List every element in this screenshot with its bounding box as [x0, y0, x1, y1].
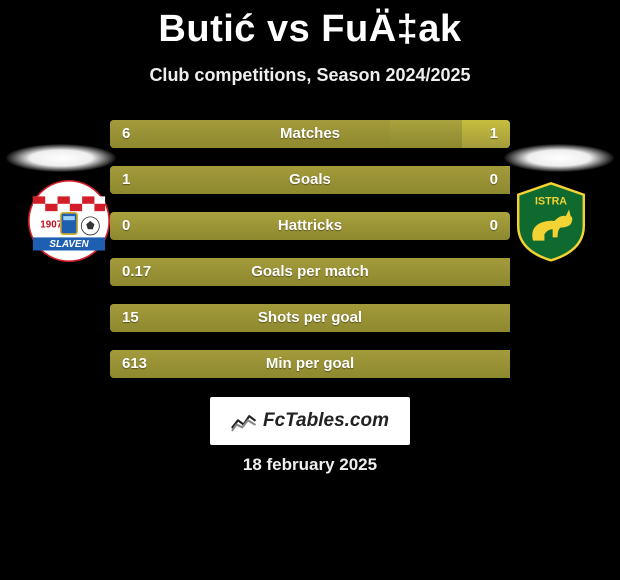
player2-badge: ISTRA — [510, 180, 592, 262]
stat-row: 61Matches — [110, 120, 510, 148]
stat-row: 10Goals — [110, 166, 510, 194]
brand-box: FcTables.com — [210, 397, 410, 445]
stat-row: 0.17Goals per match — [110, 258, 510, 286]
subtitle: Club competitions, Season 2024/2025 — [0, 65, 620, 86]
stat-row: 00Hattricks — [110, 212, 510, 240]
badge-year: 1907 — [40, 220, 62, 231]
shadow-left — [6, 144, 116, 172]
date-text: 18 february 2025 — [0, 455, 620, 475]
stat-label: Matches — [110, 120, 510, 148]
badge-text: ISTRA — [535, 196, 567, 208]
stat-row: 613Min per goal — [110, 350, 510, 378]
shadow-right — [504, 144, 614, 172]
stat-label: Goals — [110, 166, 510, 194]
brand-logo-icon — [231, 410, 259, 432]
brand-text: FcTables.com — [263, 410, 389, 432]
player1-badge: 1907 SLAVEN — [28, 180, 110, 262]
badge-text: SLAVEN — [49, 239, 89, 250]
stat-label: Goals per match — [110, 258, 510, 286]
stat-label: Min per goal — [110, 350, 510, 378]
stat-row: 15Shots per goal — [110, 304, 510, 332]
page-title: Butić vs FuÄ‡ak — [0, 0, 620, 51]
stats-area: 61Matches 10Goals 00Hattricks 0.17Goals per… — [110, 120, 510, 378]
stat-label: Shots per goal — [110, 304, 510, 332]
stat-label: Hattricks — [110, 212, 510, 240]
